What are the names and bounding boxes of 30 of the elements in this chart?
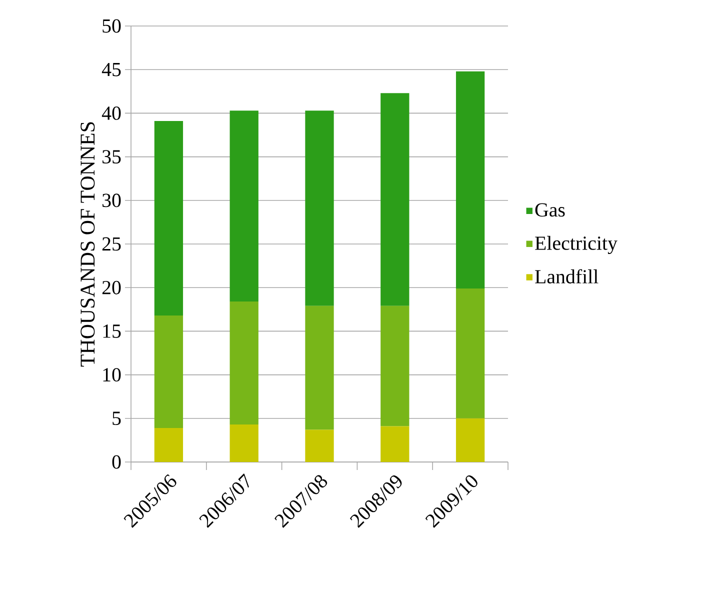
y-tick-label: 5 [112, 412, 121, 426]
legend-label: Gas [535, 203, 565, 217]
bar [230, 424, 258, 462]
y-tick-label: 25 [102, 237, 121, 251]
y-tick-label: 40 [102, 106, 121, 120]
y-tick-label: 45 [102, 62, 121, 76]
bar [305, 306, 334, 430]
bar [154, 428, 184, 462]
y-tick-label: 20 [102, 280, 121, 294]
y-tick-label: 35 [102, 150, 121, 164]
y-tick-label: 15 [103, 324, 121, 338]
y-tick-label: 0 [112, 455, 121, 469]
bar [380, 306, 410, 426]
bar [154, 121, 184, 316]
bar [380, 426, 410, 462]
y-tick-label: 50 [102, 19, 121, 33]
legend-label: Electricity [535, 236, 618, 254]
bar [305, 110, 334, 306]
bar [456, 418, 485, 462]
bar [456, 288, 485, 418]
legend-label: Landfill [535, 269, 598, 284]
bar [305, 430, 334, 462]
bar [230, 302, 258, 425]
bar [154, 316, 184, 428]
y-axis-title: THOUSANDS OF TONNES [80, 122, 95, 367]
y-tick-label: 10 [103, 368, 121, 382]
bar [380, 93, 410, 306]
y-tick-label: 30 [102, 194, 121, 208]
bar [456, 71, 485, 288]
bar [230, 110, 258, 302]
